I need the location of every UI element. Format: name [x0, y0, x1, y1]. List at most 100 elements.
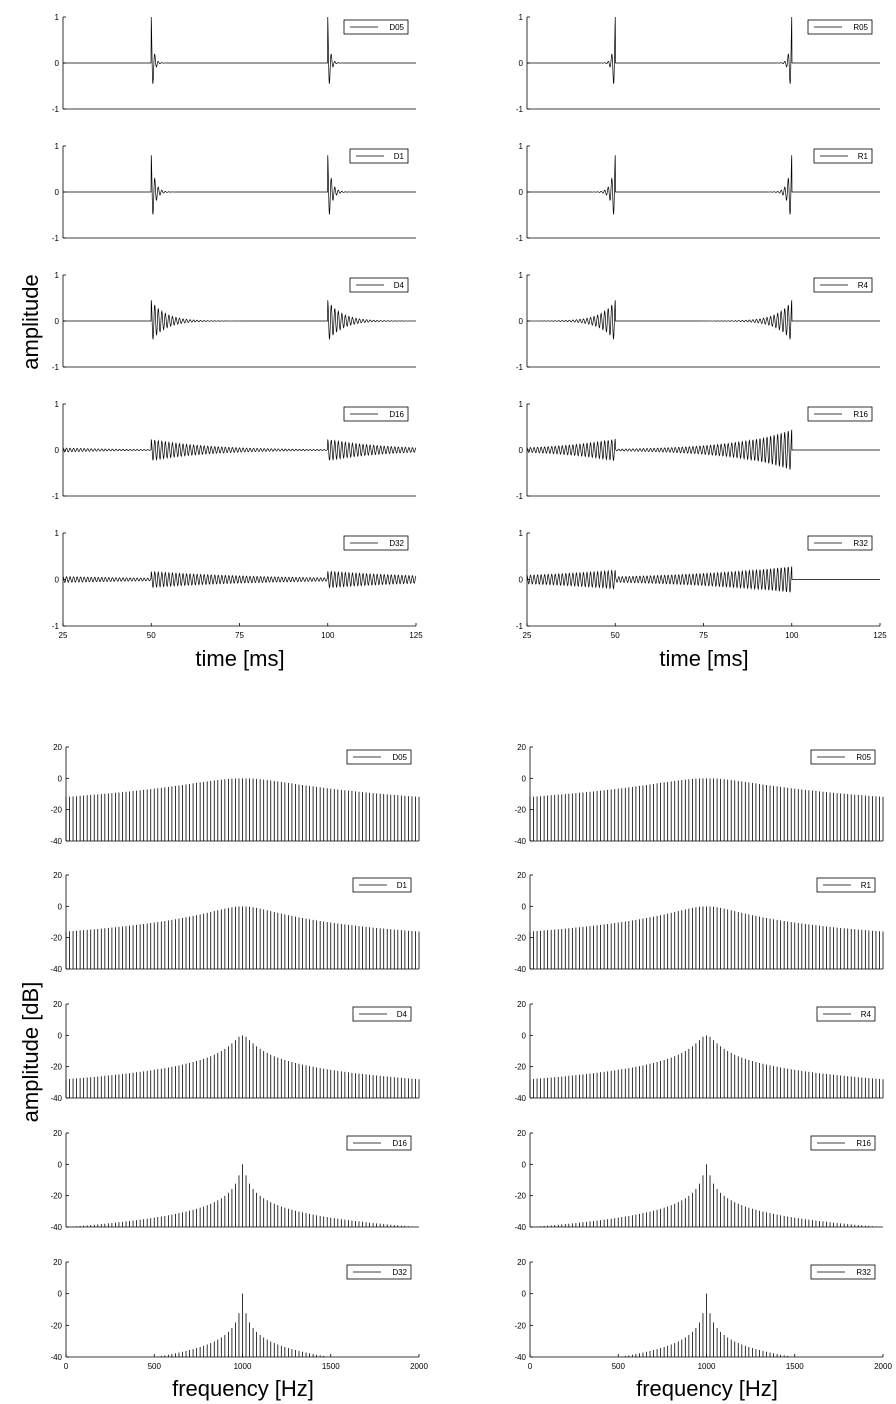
x-tick-label: 1500 [786, 1362, 804, 1371]
y-tick-label: 0 [519, 188, 524, 197]
y-tick-label: 1 [519, 142, 524, 151]
panel-freq-d16: -40 -20 0 20 D16 [50, 1129, 419, 1232]
y-tick-label: -1 [52, 105, 60, 114]
panel-freq-d32: -40 -20 0 20 0 500 1000 1500 2000 D32 [50, 1258, 428, 1371]
legend-label: R05 [853, 23, 868, 32]
y-tick-label: 0 [519, 576, 524, 585]
panel-time-d1: -1 0 1 D1 [52, 142, 416, 243]
y-tick-label: -40 [514, 1353, 526, 1362]
y-tick-label: 0 [522, 902, 527, 911]
y-tick-label: 1 [55, 400, 60, 409]
legend-label: R05 [856, 753, 871, 762]
x-tick-label: 50 [147, 631, 156, 640]
panel-freq-d4: -40 -20 0 20 D4 [50, 1000, 420, 1103]
legend-label: D32 [392, 1268, 407, 1277]
y-tick-label: 0 [519, 317, 524, 326]
x-tick-label: 25 [523, 631, 532, 640]
y-tick-label: 0 [58, 1290, 63, 1299]
y-tick-label: -40 [514, 1223, 526, 1232]
y-tick-label: 20 [517, 743, 526, 752]
signal-line [526, 429, 880, 470]
y-tick-label: 0 [55, 576, 60, 585]
signal-line [526, 566, 880, 593]
panel-time-d16: -1 0 1 D16 [52, 400, 417, 501]
time-ylabel: amplitude [18, 274, 43, 369]
y-tick-label: 20 [517, 1258, 526, 1267]
y-tick-label: 1 [519, 529, 524, 538]
panel-freq-r32: -40 -20 0 20 0 500 1000 1500 2000 R32 [514, 1258, 892, 1371]
legend-label: R16 [856, 1139, 871, 1148]
time-xlabel-right: time [ms] [659, 646, 748, 671]
panel-time-r05: -1 0 1 R05 [516, 13, 880, 114]
freq-ylabel: amplitude [dB] [18, 982, 43, 1123]
y-tick-label: -1 [52, 363, 60, 372]
y-tick-label: -40 [50, 1353, 62, 1362]
signal-line [63, 16, 416, 85]
panel-time-r16: -1 0 1 R16 [516, 400, 880, 501]
y-tick-label: 0 [58, 1031, 63, 1040]
y-tick-label: -1 [52, 622, 60, 631]
legend-label: D1 [394, 152, 405, 161]
legend-label: D16 [389, 410, 404, 419]
legend-label: R32 [856, 1268, 871, 1277]
signal-line [62, 439, 417, 462]
y-tick-label: 20 [517, 871, 526, 880]
y-tick-label: 1 [55, 271, 60, 280]
y-tick-label: 0 [522, 1290, 527, 1299]
y-tick-label: -1 [516, 234, 524, 243]
x-tick-label: 1000 [698, 1362, 716, 1371]
legend-label: R32 [853, 539, 868, 548]
signal-line [527, 300, 880, 340]
y-tick-label: 1 [55, 142, 60, 151]
y-tick-label: -40 [50, 837, 62, 846]
y-tick-label: 0 [522, 1031, 527, 1040]
x-tick-label: 2000 [874, 1362, 892, 1371]
panel-freq-r16: -40 -20 0 20 R16 [514, 1129, 883, 1232]
x-tick-label: 1000 [234, 1362, 252, 1371]
x-tick-label: 50 [611, 631, 620, 640]
x-tick-label: 500 [148, 1362, 162, 1371]
y-tick-label: -1 [52, 234, 60, 243]
x-tick-label: 2000 [410, 1362, 428, 1371]
panel-freq-r05: -40 -20 0 20 R05 [514, 743, 884, 846]
y-tick-label: -20 [50, 1063, 62, 1072]
y-tick-label: 1 [55, 529, 60, 538]
y-tick-label: 20 [517, 1129, 526, 1138]
y-tick-label: -1 [516, 492, 524, 501]
x-tick-label: 75 [699, 631, 708, 640]
y-tick-label: 0 [55, 59, 60, 68]
signal-line [527, 16, 880, 85]
legend-label: R1 [861, 881, 872, 890]
y-tick-label: 1 [55, 13, 60, 22]
panel-time-d05: -1 0 1 D05 [52, 13, 416, 114]
panel-time-r1: -1 0 1 R1 [516, 142, 880, 243]
x-tick-label: 1500 [322, 1362, 340, 1371]
panel-time-d4: -1 0 1 D4 [52, 271, 416, 372]
x-tick-label: 25 [59, 631, 68, 640]
signal-line [527, 155, 880, 215]
y-tick-label: 0 [58, 1160, 63, 1169]
y-tick-label: 20 [53, 1129, 62, 1138]
legend-label: R1 [858, 152, 869, 161]
y-tick-label: -40 [514, 965, 526, 974]
freq-xlabel-right: frequency [Hz] [636, 1376, 778, 1401]
panel-freq-r4: -40 -20 0 20 R4 [514, 1000, 884, 1103]
x-tick-label: 125 [873, 631, 887, 640]
y-tick-label: -20 [514, 1063, 526, 1072]
time-xlabel-left: time [ms] [195, 646, 284, 671]
y-tick-label: 0 [522, 1160, 527, 1169]
x-tick-label: 0 [64, 1362, 69, 1371]
y-tick-label: -40 [514, 837, 526, 846]
y-tick-label: -20 [514, 806, 526, 815]
y-tick-label: 0 [55, 188, 60, 197]
legend-label: R4 [861, 1010, 872, 1019]
legend-label: D32 [389, 539, 404, 548]
y-tick-label: 0 [55, 446, 60, 455]
panel-time-r4: -1 0 1 R4 [516, 271, 880, 372]
legend-label: D05 [392, 753, 407, 762]
y-tick-label: -1 [516, 363, 524, 372]
y-tick-label: -1 [516, 622, 524, 631]
